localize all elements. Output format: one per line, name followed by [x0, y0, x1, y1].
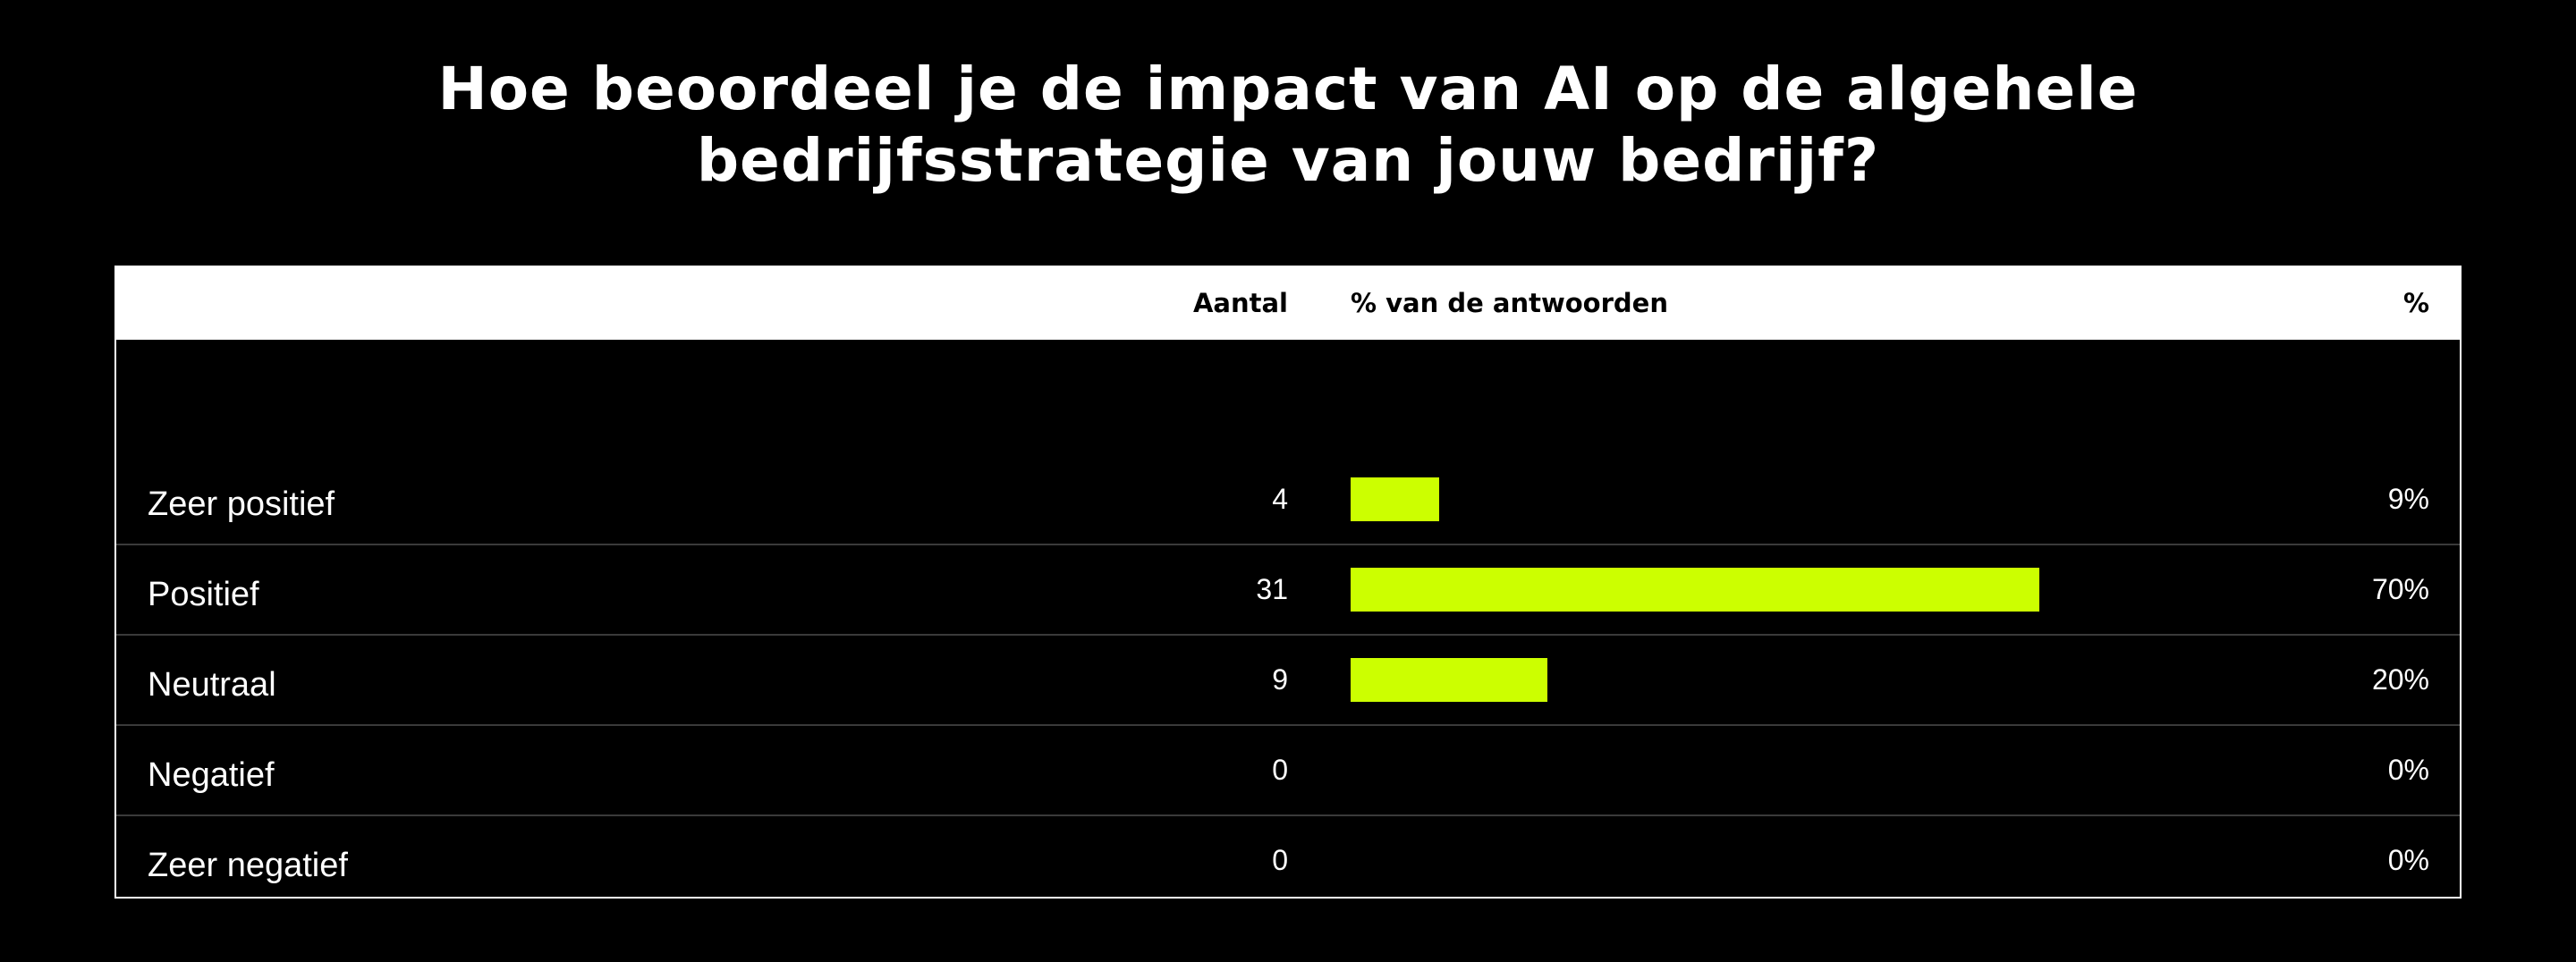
header-bar: % van de antwoorden — [1351, 288, 1668, 318]
table-row: Zeer negatief 0 0% — [116, 817, 2460, 907]
bar — [1351, 658, 1547, 702]
header-count: Aantal — [1192, 288, 1288, 318]
table-row: Negatief 0 0% — [116, 727, 2460, 816]
row-count: 0 — [1272, 754, 1288, 786]
row-label: Negatief — [148, 756, 275, 794]
table-header: Aantal % van de antwoorden % — [116, 267, 2460, 340]
chart-title: Hoe beoordeel je de impact van AI op de … — [0, 54, 2576, 197]
row-count: 0 — [1272, 844, 1288, 876]
row-count: 9 — [1272, 663, 1288, 696]
table-row: Positief 31 70% — [116, 546, 2460, 636]
row-label: Neutraal — [148, 666, 276, 704]
row-label: Zeer negatief — [148, 847, 348, 884]
title-line-2: bedrijfsstrategie van jouw bedrijf? — [696, 126, 1880, 195]
row-percentage: 70% — [2371, 573, 2429, 605]
table-row: Neutraal 9 20% — [116, 637, 2460, 726]
row-percentage: 0% — [2387, 754, 2429, 786]
title-line-1: Hoe beoordeel je de impact van AI op de … — [437, 55, 2139, 123]
row-count: 4 — [1272, 483, 1288, 515]
results-table: Aantal % van de antwoorden % Zeer positi… — [114, 266, 2462, 899]
row-percentage: 20% — [2371, 663, 2429, 696]
bar — [1351, 568, 2039, 612]
row-label: Zeer positief — [148, 485, 335, 523]
row-percentage: 9% — [2387, 483, 2429, 515]
bar — [1351, 477, 1439, 521]
table-row: Zeer positief 4 9% — [116, 456, 2460, 545]
row-percentage: 0% — [2387, 844, 2429, 876]
row-label: Positief — [148, 576, 259, 613]
header-pct: % — [2402, 288, 2429, 318]
row-count: 31 — [1256, 573, 1288, 605]
